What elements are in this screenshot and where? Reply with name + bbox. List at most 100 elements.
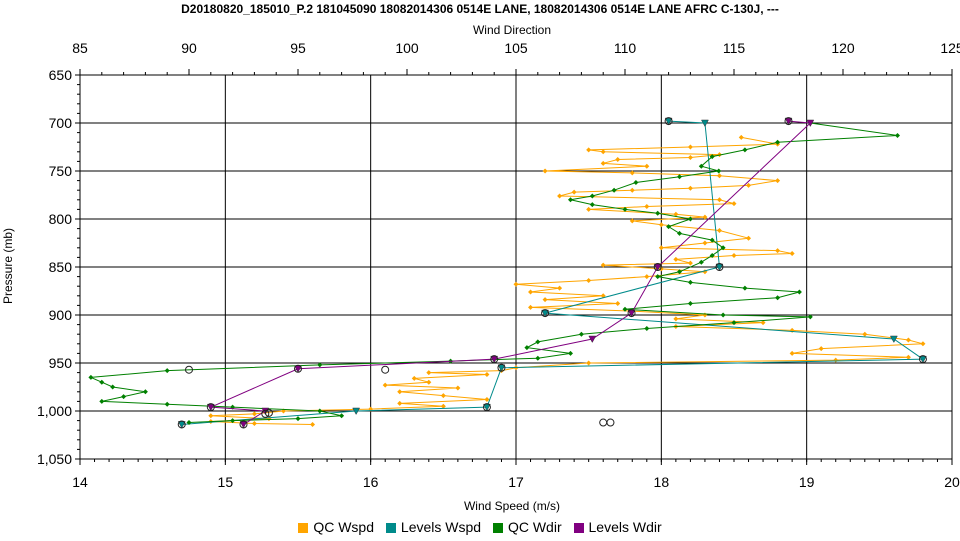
data-point [633,180,639,186]
data-point [142,389,148,395]
plot-series [88,117,927,429]
data-point [658,222,664,228]
data-point [687,260,693,266]
data-point [99,398,105,404]
level-circle [664,117,673,126]
legend-item-levels-wspd[interactable]: Levels Wspd [385,519,481,535]
data-point [807,314,813,320]
data-point [655,210,661,216]
data-point [742,147,748,153]
data-point [251,411,257,417]
data-point [644,274,650,280]
level-circle [784,117,793,126]
top-axis-label: Wind Direction [473,23,551,37]
x2-tick-label: 95 [290,40,306,56]
data-point [568,197,573,203]
data-point [720,245,726,251]
x2-tick-label: 85 [72,40,88,56]
data-point [775,139,781,145]
legend-swatch [298,523,309,533]
data-point [673,211,679,217]
data-point [186,420,192,426]
data-point [535,355,541,361]
level-circle [606,418,615,427]
data-point [440,393,446,399]
legend: QC Wspd Levels Wspd QC Wdir Levels Wdir [0,519,960,535]
data-point [889,335,898,344]
data-point [789,350,795,356]
data-point [484,372,490,378]
x2-tick-label: 110 [614,40,637,56]
data-point [586,206,592,212]
x2-tick-label: 120 [831,40,855,56]
data-point [709,237,715,243]
data-point [586,360,592,366]
data-point [687,185,693,191]
x2-tick-label: 90 [181,40,197,56]
chart-title: D20180820_185010_P.2 181045090 180820143… [181,2,779,16]
data-point [789,327,795,333]
data-point [687,155,693,161]
data-point [789,251,795,257]
data-point [760,320,766,326]
legend-item-qc-wdir[interactable]: QC Wdir [492,519,562,535]
data-point [655,274,661,280]
data-point [731,201,737,207]
data-point [775,248,781,254]
legend-swatch [385,523,396,533]
x-tick-label: 18 [654,474,670,490]
legend-swatch [573,523,584,533]
legend-label: Levels Wdir [588,519,662,535]
data-point [622,306,628,312]
legend-item-levels-wdir[interactable]: Levels Wdir [573,519,662,535]
data-point [622,206,628,212]
level-circle [381,365,390,374]
data-point [230,418,236,424]
y-tick-label: 800 [49,211,73,227]
y-tick-label: 1,050 [37,451,72,467]
data-point [687,144,693,150]
data-point [731,320,737,326]
data-point [677,174,682,180]
data-point [738,134,744,140]
data-point [535,339,541,345]
data-point [644,163,650,169]
data-point [716,173,722,179]
y-tick-label: 850 [49,259,73,275]
x-tick-label: 19 [799,474,815,490]
legend-label: QC Wspd [313,519,375,535]
data-point [426,379,432,385]
data-point [440,403,446,409]
data-point [905,354,911,360]
data-point [702,214,708,220]
data-point [352,407,361,416]
data-point [310,421,316,427]
legend-item-qc-wspd[interactable]: QC Wspd [298,519,374,535]
level-circle [918,355,927,364]
x-tick-label: 20 [944,474,960,490]
y-tick-label: 950 [49,355,73,371]
level-circle [177,420,186,429]
data-point [571,189,577,195]
y-tick-label: 750 [49,163,73,179]
data-point [557,285,563,291]
data-point [920,341,926,347]
data-point [731,252,737,258]
data-point [317,408,323,414]
y-tick-label: 700 [49,115,73,131]
data-point [411,375,417,381]
series-levels-wdir [206,117,815,429]
data-point [677,269,682,275]
x2-tick-label: 105 [504,40,528,56]
data-point [164,368,170,374]
data-point [709,154,715,160]
data-point [677,230,682,236]
bottom-axis-label: Wind Speed (m/s) [464,499,560,513]
level-circle [627,309,636,318]
data-point [455,385,461,391]
legend-label: QC Wdir [507,519,562,535]
data-point [687,279,693,285]
data-point [586,147,592,153]
x2-tick-label: 125 [940,40,960,56]
